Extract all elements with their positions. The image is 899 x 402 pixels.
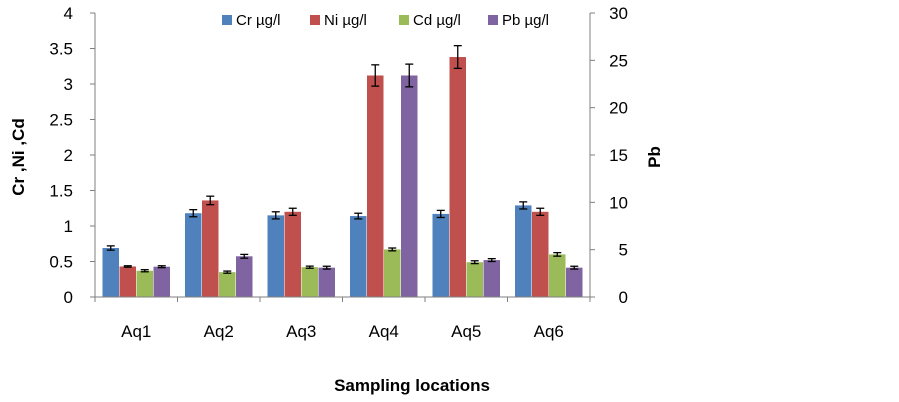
error-bar <box>470 260 479 265</box>
x-tick-label: Aq3 <box>286 322 316 341</box>
left-tick-label: 0 <box>64 288 73 307</box>
error-bar <box>553 251 562 257</box>
legend-label: Cd µg/l <box>413 12 461 29</box>
legend-swatch <box>222 15 232 25</box>
error-bar <box>240 253 249 259</box>
bar <box>384 249 401 297</box>
bar <box>284 211 301 297</box>
bar <box>549 254 566 297</box>
right-tick-label: 10 <box>609 193 628 212</box>
bar <box>401 75 418 297</box>
error-bar <box>519 201 528 210</box>
error-bar <box>453 45 462 70</box>
bar <box>367 75 384 297</box>
left-tick-label: 2 <box>64 146 73 165</box>
right-tick-label: 15 <box>609 146 628 165</box>
bar <box>185 213 202 297</box>
left-tick-label: 3.5 <box>49 40 73 59</box>
bars <box>102 45 583 297</box>
error-bar <box>405 63 414 88</box>
left-tick-label: 2.5 <box>49 111 73 130</box>
right-tick-label: 25 <box>609 51 628 70</box>
right-tick-label: 30 <box>609 4 628 23</box>
right-tick-label: 20 <box>609 99 628 118</box>
x-axis: Aq1 Aq2 Aq3 Aq4 Aq5 Aq6 <box>94 296 591 341</box>
error-bar <box>570 265 579 270</box>
error-bar <box>322 265 331 270</box>
error-bar <box>223 270 232 274</box>
left-tick-label: 1 <box>64 217 73 236</box>
error-bar <box>487 258 496 263</box>
bar <box>153 266 170 297</box>
left-y-axis: 0 0.5 1 1.5 2 2.5 3 3.5 4 <box>49 4 96 307</box>
legend-item: Pb µg/l <box>488 12 549 29</box>
error-bar <box>354 212 363 220</box>
error-bar <box>536 207 545 217</box>
error-bar <box>106 245 115 251</box>
bar <box>219 272 236 297</box>
bar <box>202 200 219 297</box>
bar <box>236 256 253 297</box>
legend-swatch <box>488 15 498 25</box>
legend-item: Cd µg/l <box>399 12 461 29</box>
x-axis-title: Sampling locations <box>334 376 490 395</box>
error-bar <box>123 265 132 268</box>
bar <box>301 267 318 297</box>
legend-swatch <box>310 15 320 25</box>
bar <box>432 213 449 297</box>
left-tick-label: 0.5 <box>49 253 73 272</box>
left-tick-label: 3 <box>64 75 73 94</box>
error-bar <box>305 265 314 269</box>
bar <box>318 267 335 297</box>
legend: Cr µg/l Ni µg/l Cd µg/l Pb µg/l <box>222 12 549 29</box>
bar <box>136 270 153 297</box>
error-bar <box>436 209 445 219</box>
right-tick-label: 0 <box>619 288 628 307</box>
x-tick-label: Aq4 <box>369 322 399 341</box>
error-bar <box>388 247 397 252</box>
error-bar <box>371 64 380 87</box>
legend-label: Ni µg/l <box>324 12 367 29</box>
bar <box>532 211 549 297</box>
legend-swatch <box>399 15 409 25</box>
y-axis-right-title: Pb <box>645 146 664 168</box>
bar <box>449 57 466 297</box>
x-tick-label: Aq6 <box>534 322 564 341</box>
bar <box>350 216 367 297</box>
legend-item: Ni µg/l <box>310 12 367 29</box>
left-tick-label: 4 <box>64 4 73 23</box>
y-axis-left-title: Cr ,Ni ,Cd <box>9 118 28 195</box>
error-bar <box>157 265 166 269</box>
bar <box>267 215 284 297</box>
right-y-axis: 0 5 10 15 20 25 30 <box>589 4 628 307</box>
legend-label: Pb µg/l <box>502 12 549 29</box>
legend-item: Cr µg/l <box>222 12 280 29</box>
error-bar <box>288 207 297 217</box>
legend-label: Cr µg/l <box>236 12 280 29</box>
bar <box>483 260 500 297</box>
error-bar <box>189 209 198 218</box>
bar <box>119 266 136 297</box>
error-bar <box>206 195 215 206</box>
right-tick-label: 5 <box>619 241 628 260</box>
x-tick-label: Aq1 <box>121 322 151 341</box>
left-tick-label: 1.5 <box>49 182 73 201</box>
bar <box>515 205 532 297</box>
x-tick-label: Aq5 <box>451 322 481 341</box>
bar <box>466 262 483 297</box>
bar <box>566 267 583 297</box>
error-bar <box>140 269 149 273</box>
error-bar <box>271 211 280 220</box>
bar <box>102 248 119 297</box>
x-tick-label: Aq2 <box>204 322 234 341</box>
